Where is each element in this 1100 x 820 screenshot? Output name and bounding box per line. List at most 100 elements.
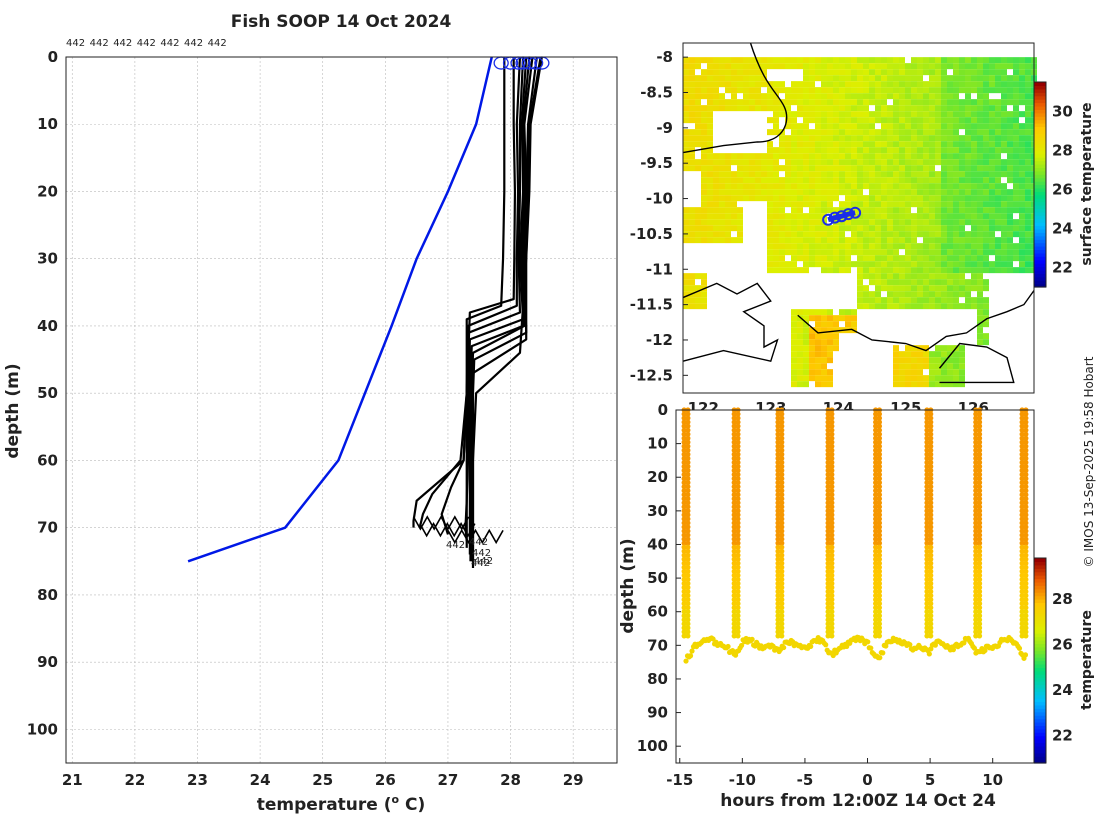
- sst-cell: [821, 315, 827, 322]
- profile-point: [924, 540, 930, 546]
- profile-point: [685, 601, 691, 607]
- sst-cell: [779, 183, 785, 190]
- sst-cell: [959, 303, 965, 310]
- profile-point: [1023, 496, 1029, 502]
- sst-cell: [821, 375, 827, 382]
- sst-cell: [977, 219, 983, 226]
- sst-cell: [683, 279, 689, 286]
- sst-cell: [713, 63, 719, 70]
- sst-cell: [773, 201, 779, 208]
- sst-cell: [839, 201, 845, 208]
- sst-cell: [1007, 171, 1013, 178]
- profile-point: [928, 516, 934, 522]
- profile-point: [829, 556, 835, 562]
- profile-point: [681, 564, 687, 570]
- sst-cell: [881, 285, 887, 292]
- sst-cell: [881, 255, 887, 262]
- sst-cell: [695, 207, 701, 214]
- sst-cell: [869, 135, 875, 142]
- sst-colorbar-segment: [1034, 174, 1046, 179]
- profile-point: [681, 447, 687, 453]
- sst-cell: [947, 135, 953, 142]
- sst-cell: [749, 165, 755, 172]
- profile-point: [924, 492, 930, 498]
- profile-point: [829, 633, 835, 639]
- sst-cell: [935, 141, 941, 148]
- sst-cell: [815, 75, 821, 82]
- sst-cell: [983, 81, 989, 88]
- sst-cell: [893, 375, 899, 382]
- profile-point: [685, 516, 691, 522]
- sst-cell: [707, 153, 713, 160]
- profile-point: [825, 552, 831, 558]
- sst-cell: [845, 249, 851, 256]
- sst-cell: [719, 201, 725, 208]
- profile-point: [731, 451, 737, 457]
- sst-cell: [725, 231, 731, 238]
- sst-cell: [929, 219, 935, 226]
- sst-cell: [911, 171, 917, 178]
- profile-point: [928, 576, 934, 583]
- profile-point: [976, 592, 983, 599]
- sst-cell: [725, 159, 731, 166]
- profile-point: [731, 427, 737, 433]
- sst-cell: [941, 129, 947, 136]
- sst-cell: [929, 141, 935, 148]
- sst-cell: [803, 183, 809, 190]
- sst-cell: [899, 69, 905, 76]
- sst-cell: [785, 123, 791, 130]
- sst-cell: [743, 57, 749, 64]
- sst-cell: [929, 135, 935, 142]
- sst-cell: [965, 243, 971, 250]
- sst-cell: [929, 129, 935, 136]
- profile-point: [825, 621, 831, 627]
- profile-point: [779, 560, 785, 566]
- sst-cell: [803, 375, 809, 382]
- sst-cell: [821, 93, 827, 100]
- profile-point: [825, 597, 831, 603]
- sst-cell: [779, 201, 785, 208]
- sst-cell: [749, 105, 755, 112]
- sst-cell: [1001, 129, 1007, 136]
- sst-cell: [935, 363, 941, 370]
- profile-point: [681, 576, 687, 583]
- profile-point: [735, 488, 741, 494]
- profile-point: [829, 451, 835, 457]
- sst-cell: [809, 213, 815, 220]
- bottom-point: [1016, 645, 1023, 651]
- profile-point: [681, 580, 687, 587]
- sst-cell: [821, 171, 827, 178]
- sst-cell: [797, 141, 803, 148]
- profile-point: [1023, 572, 1029, 579]
- sst-cell: [917, 69, 923, 76]
- profile-point: [681, 419, 687, 425]
- profile-point: [775, 592, 781, 599]
- sst-cell: [773, 189, 779, 196]
- sst-cell: [941, 375, 947, 382]
- sst-cell: [959, 153, 965, 160]
- profile-point: [928, 621, 934, 627]
- profile-point: [976, 609, 983, 615]
- profile-point: [1023, 443, 1029, 449]
- sst-cell: [917, 231, 923, 238]
- sst-cell: [959, 201, 965, 208]
- sst-cell: [791, 369, 797, 376]
- profile-point: [1019, 411, 1025, 417]
- sst-cell: [995, 183, 1001, 190]
- profile-point: [876, 576, 883, 583]
- profile-point: [731, 544, 737, 550]
- sst-cell: [971, 231, 977, 238]
- sst-cell: [701, 201, 707, 208]
- sst-cell: [821, 189, 827, 196]
- profile-point: [1019, 552, 1025, 558]
- sst-cell: [767, 261, 773, 268]
- profile-point: [1023, 576, 1029, 583]
- sst-cell: [947, 177, 953, 184]
- x-tick-label: 24: [250, 771, 271, 789]
- profile-point: [973, 467, 979, 474]
- sst-cell: [1019, 225, 1025, 232]
- top-profile-label: 442: [160, 38, 179, 49]
- sst-cell: [929, 189, 935, 196]
- sst-cell: [899, 351, 905, 358]
- sst-cell: [935, 231, 941, 238]
